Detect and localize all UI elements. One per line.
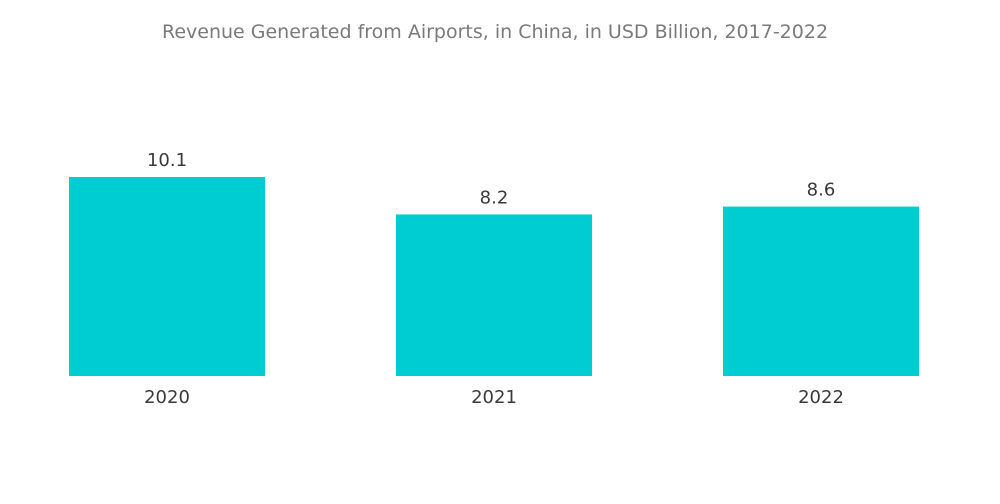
x-tick-label-2021: 2021 — [471, 387, 517, 408]
x-axis-tick-labels: 2020 2021 2022 — [144, 387, 844, 408]
x-tick-label-2022: 2022 — [798, 387, 844, 408]
value-label-2021: 8.2 — [480, 187, 509, 208]
value-labels-layer: 10.1 8.2 8.6 — [147, 150, 835, 208]
bar-2020 — [69, 177, 265, 376]
value-label-2022: 8.6 — [807, 180, 836, 201]
bar-2021 — [396, 214, 592, 376]
x-tick-label-2020: 2020 — [144, 387, 190, 408]
bars-layer — [69, 177, 919, 376]
value-label-2020: 10.1 — [147, 150, 187, 171]
bar-2022 — [723, 206, 919, 376]
chart-title: Revenue Generated from Airports, in Chin… — [162, 21, 828, 43]
